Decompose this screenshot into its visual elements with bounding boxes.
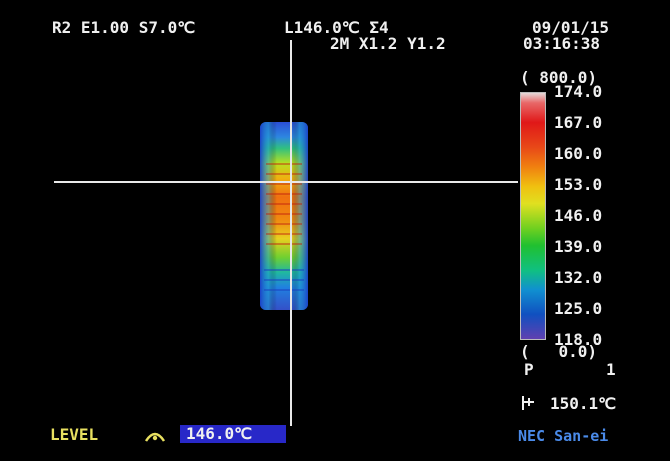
scale-tick-label: 160.0 [554, 144, 603, 163]
level-value-box[interactable]: 146.0℃ [180, 425, 286, 443]
cursor-temperature: 150.1℃ [550, 394, 617, 413]
time-readout: 03:16:38 [523, 34, 601, 53]
scale-tick-label: 132.0 [554, 268, 603, 287]
crosshair-vertical[interactable] [290, 40, 292, 426]
zoom-readout: 2M X1.2 Y1.2 [330, 34, 446, 53]
scale-tick-label: 125.0 [554, 299, 603, 318]
palette-p-label: P [524, 360, 534, 379]
brand-label: NEC San-ei [518, 427, 609, 445]
scale-tick-label: 139.0 [554, 237, 603, 256]
scale-tick-label: 167.0 [554, 113, 603, 132]
scale-range-label: ( 800.0) [520, 68, 598, 87]
palette-p-value: 1 [606, 360, 616, 379]
scale-tick-label: 118.0 [554, 330, 603, 349]
level-arc-icon [144, 432, 166, 442]
scale-tick-label: 174.0 [554, 82, 603, 101]
scale-tick-label: 146.0 [554, 206, 603, 225]
level-value: 146.0℃ [186, 424, 253, 443]
crosshair-horizontal[interactable] [54, 181, 518, 183]
date-readout: 09/01/15 [532, 18, 610, 37]
level-label: LEVEL [50, 425, 99, 444]
scale-bottom-range-label: ( 0.0) [520, 342, 598, 361]
settings-readout: R2 E1.00 S7.0℃ [52, 18, 196, 37]
color-scale-bar [520, 92, 546, 340]
level-sum-readout: L146.0℃ Σ4 [284, 18, 389, 37]
thermal-object-image [260, 122, 308, 310]
scale-tick-label: 153.0 [554, 175, 603, 194]
cursor-temp-icon [522, 396, 534, 410]
